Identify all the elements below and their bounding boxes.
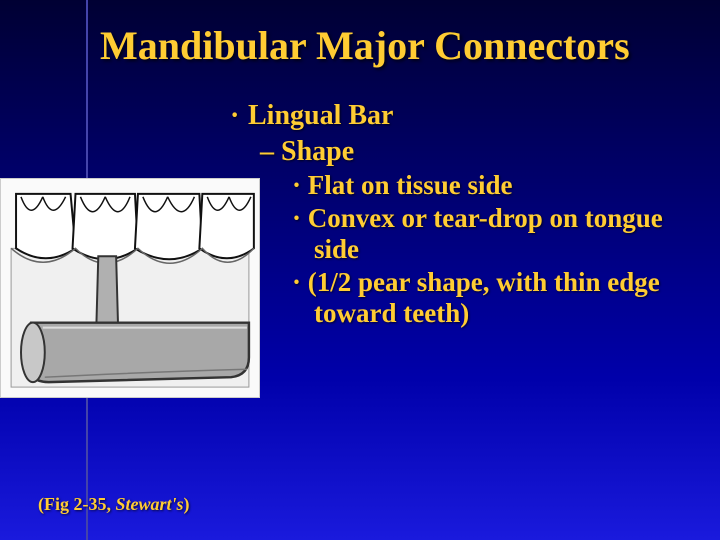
bullet-l3-text-2: (1/2 pear shape, with thin edge toward t… (308, 267, 660, 328)
caption-suffix: ) (184, 494, 190, 514)
minor-connector (96, 256, 118, 327)
figure-caption: (Fig 2-35, Stewart's) (38, 494, 190, 515)
teeth-group (16, 194, 254, 259)
tooth-3 (135, 194, 202, 259)
tooth-2 (73, 194, 138, 259)
bullet-level1: ·Lingual Bar (230, 100, 705, 132)
tooth-4 (199, 194, 254, 258)
bullet-level3-item-0: · Flat on tissue side (292, 170, 705, 201)
content-block: ·Lingual Bar – Shape · Flat on tissue si… (230, 100, 705, 331)
slide-title: Mandibular Major Connectors (100, 22, 700, 69)
bullet-l3-icon: · (292, 203, 301, 233)
caption-italic: Stewart's (115, 494, 183, 514)
bullet-level2: – Shape (260, 136, 705, 168)
bullet-l1-icon: · (230, 100, 248, 132)
bullet-l3-icon: · (292, 170, 301, 200)
bullet-l3-text-0: Flat on tissue side (308, 170, 513, 200)
bullet-level3-item-1: · Convex or tear-drop on tongue side (292, 203, 705, 265)
bar-cross-section (21, 323, 45, 382)
bullet-l3-text-1: Convex or tear-drop on tongue side (308, 203, 663, 264)
caption-prefix: (Fig 2-35, (38, 494, 115, 514)
bullet-l1-text: Lingual Bar (248, 100, 393, 131)
lingual-bar (21, 323, 249, 382)
diagram-container (0, 178, 260, 398)
bullet-level3-item-2: · (1/2 pear shape, with thin edge toward… (292, 267, 705, 329)
bullet-l2-text: Shape (281, 136, 354, 167)
bullet-l2-icon: – (260, 136, 274, 167)
bullet-l3-icon: · (292, 267, 301, 297)
lingual-bar-diagram (1, 179, 259, 397)
